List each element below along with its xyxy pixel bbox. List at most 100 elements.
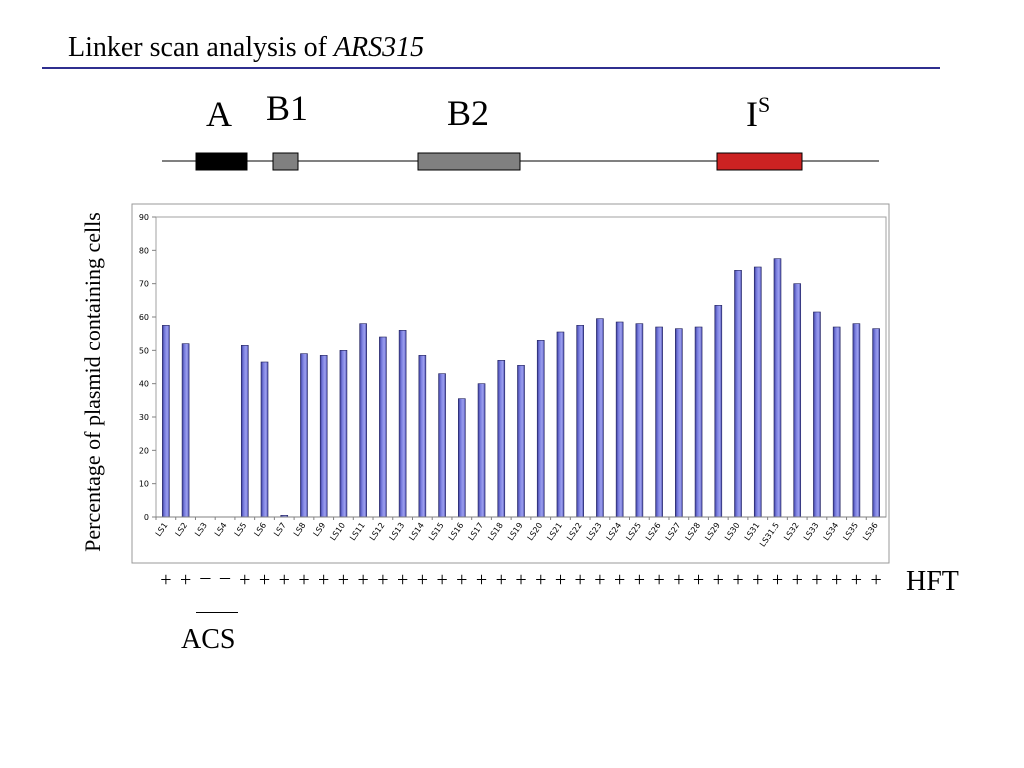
- bar-ls15: [438, 373, 446, 518]
- hft-symbol: +: [870, 569, 882, 591]
- y-tick-label: 60: [139, 313, 149, 322]
- hft-symbol: –: [220, 566, 231, 588]
- hft-symbol: +: [495, 569, 507, 591]
- hft-symbol: +: [436, 569, 448, 591]
- bar-ls18: [497, 360, 506, 518]
- acs-bracket: [196, 612, 238, 613]
- hft-symbol: –: [200, 566, 211, 588]
- element-map: [162, 152, 879, 171]
- hft-symbol: +: [298, 569, 310, 591]
- title-rule: [42, 67, 940, 69]
- y-tick-label: 40: [139, 380, 149, 389]
- hft-symbol: +: [673, 569, 685, 591]
- bar-ls32: [793, 283, 802, 518]
- hft-symbol: +: [614, 569, 626, 591]
- bar-ls22: [576, 325, 584, 518]
- bar-ls11: [359, 323, 367, 518]
- bar-ls8: [300, 353, 308, 518]
- bar-ls14: [418, 355, 427, 518]
- bar-ls17: [477, 383, 486, 518]
- bar-ls12: [379, 336, 387, 518]
- hft-symbol: +: [732, 569, 744, 591]
- bar-ls5: [240, 345, 249, 518]
- y-tick-label: 0: [144, 513, 149, 522]
- element-label-a: A: [206, 94, 232, 134]
- hft-symbol: +: [633, 569, 646, 591]
- y-tick-label: 10: [139, 480, 149, 489]
- bar-ls10: [339, 350, 348, 518]
- hft-symbol: +: [396, 569, 409, 591]
- bar-ls16: [458, 398, 466, 518]
- bar-ls29: [714, 305, 723, 518]
- bar-ls33: [813, 311, 821, 518]
- element-b1-box: [272, 152, 299, 171]
- element-a-box: [195, 152, 248, 171]
- hft-symbol: +: [337, 569, 350, 591]
- hft-symbol: +: [357, 569, 369, 591]
- hft-symbol: +: [850, 569, 863, 591]
- bars: [162, 258, 880, 518]
- element-label-b1: B1: [266, 88, 309, 128]
- hft-symbol: +: [318, 569, 330, 591]
- bar-ls36: [872, 328, 880, 518]
- bar-ls6: [260, 361, 269, 518]
- hft-symbol: +: [811, 569, 823, 591]
- y-tick-label: 30: [139, 413, 149, 422]
- hft-symbol: +: [179, 569, 192, 591]
- hft-symbol: +: [771, 569, 784, 591]
- hft-symbol: +: [831, 569, 843, 591]
- y-axis: 0 10 20 30 40 50 60 70 80 90: [139, 213, 156, 522]
- hft-symbol: +: [456, 569, 468, 591]
- hft-symbol: +: [653, 569, 665, 591]
- slide-title: Linker scan analysis of ARS315: [68, 34, 424, 62]
- bar-ls19: [517, 365, 525, 518]
- bar-ls26: [655, 326, 663, 518]
- hft-label: HFT: [906, 566, 959, 597]
- hft-symbol: +: [377, 569, 389, 591]
- bar-ls9: [319, 355, 328, 518]
- hft-symbol: +: [712, 569, 724, 591]
- element-label-is: IS: [746, 92, 771, 134]
- element-label-is-sup: S: [758, 92, 771, 117]
- bar-ls30: [734, 270, 742, 518]
- bar-ls24: [615, 321, 624, 518]
- hft-symbol: +: [475, 569, 488, 591]
- bar-ls31-5: [773, 258, 782, 518]
- hft-symbol: +: [574, 569, 586, 591]
- y-tick-label: 90: [139, 213, 149, 222]
- bar-ls28: [694, 326, 703, 518]
- bar-ls35: [852, 323, 861, 518]
- bar-ls27: [675, 328, 683, 518]
- hft-symbol: +: [752, 569, 764, 591]
- hft-symbol: +: [692, 569, 705, 591]
- y-tick-label: 50: [139, 346, 149, 355]
- element-is-box: [716, 152, 803, 171]
- bar-ls1: [162, 325, 170, 518]
- hft-symbol: +: [258, 569, 271, 591]
- element-label-b2: B2: [447, 93, 490, 133]
- y-axis-title: Percentage of plasmid containing cells: [80, 212, 105, 552]
- y-tick-label: 20: [139, 446, 149, 455]
- hft-symbol: +: [594, 569, 606, 591]
- bar-ls25: [635, 323, 644, 518]
- slide-title-prefix: Linker scan analysis of: [68, 32, 334, 63]
- y-tick-label: 80: [139, 246, 149, 255]
- hft-symbol: +: [791, 569, 803, 591]
- hft-symbol: +: [535, 569, 547, 591]
- bar-ls31: [753, 266, 762, 518]
- hft-symbol: +: [416, 569, 428, 591]
- bar-ls21: [556, 331, 565, 518]
- bar-ls2: [181, 343, 190, 518]
- bar-ls23: [596, 318, 604, 518]
- hft-symbol: +: [278, 569, 290, 591]
- hft-symbol: +: [554, 569, 567, 591]
- element-b2-box: [417, 152, 521, 171]
- slide-title-emphasis: ARS315: [333, 32, 425, 63]
- y-tick-label: 70: [139, 280, 149, 289]
- hft-symbol: +: [239, 569, 251, 591]
- hft-symbol: +: [160, 569, 172, 591]
- acs-label: ACS: [181, 624, 236, 655]
- bar-ls13: [398, 330, 407, 518]
- bar-ls34: [832, 326, 841, 518]
